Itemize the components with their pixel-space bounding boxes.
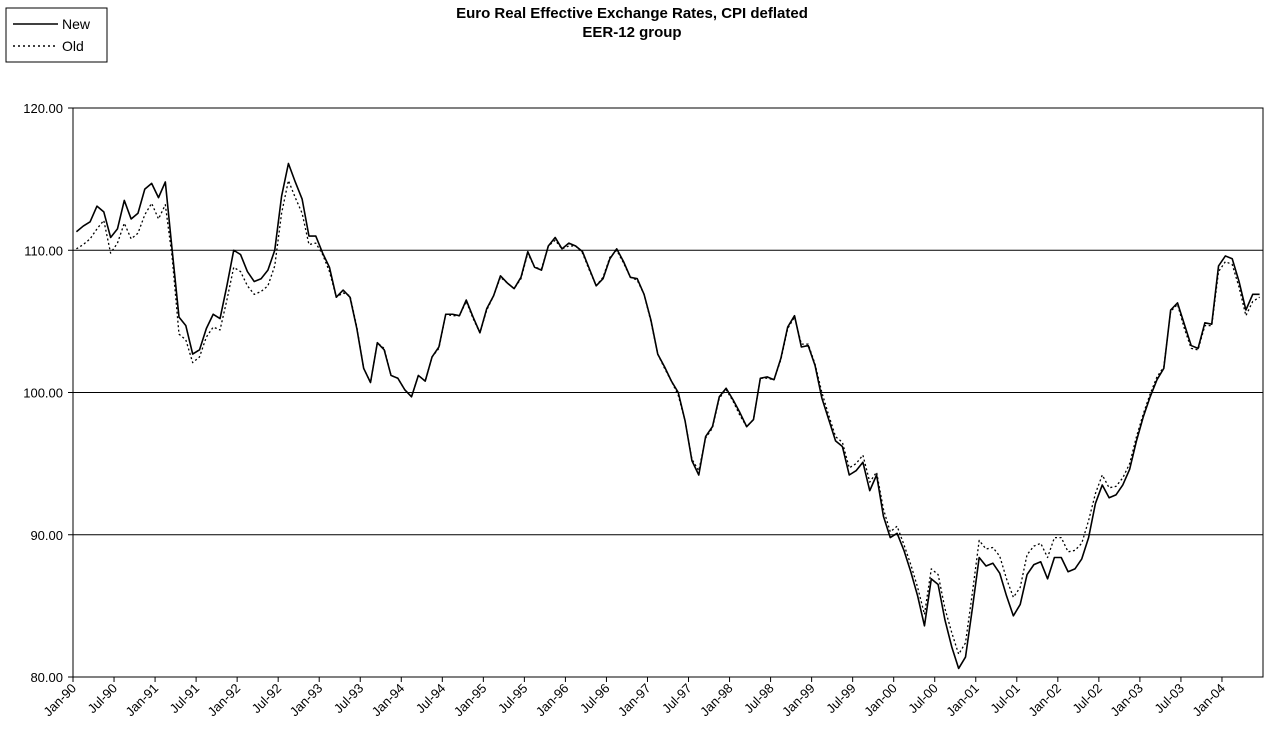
x-axis: Jan-90 Jul-90 Jan-91 Jul-91 Jan-92 Jul-92 Jan-… — [40, 677, 1228, 719]
x-tick-label: Jul-98 — [741, 681, 777, 717]
y-axis: 80.00 90.00 100.00 110.00 120.00 — [23, 101, 73, 685]
legend: New Old — [5, 7, 108, 63]
x-tick-label: Jan-04 — [1189, 681, 1228, 720]
x-tick-label: Jul-91 — [167, 681, 203, 717]
chart-subtitle: EER-12 group — [582, 24, 681, 41]
x-tick-label: Jul-00 — [905, 681, 941, 717]
x-tick-label: Jul-96 — [577, 681, 613, 717]
legend-new-label: New — [62, 16, 91, 32]
y-tick-label: 110.00 — [24, 243, 63, 258]
series-line-new — [75, 162, 1260, 670]
x-tick-label: Jan-02 — [1025, 681, 1064, 720]
y-tick-label: 100.00 — [23, 386, 63, 401]
x-tick-label: Jan-98 — [697, 681, 736, 720]
gridlines — [73, 249, 1263, 536]
series-group — [75, 162, 1260, 670]
x-tick-label: Jul-90 — [85, 681, 121, 717]
x-tick-label: Jul-03 — [1151, 681, 1187, 717]
x-tick-label: Jan-00 — [861, 681, 900, 720]
x-tick-label: Jan-95 — [451, 681, 490, 720]
x-tick-label: Jul-99 — [823, 681, 859, 717]
legend-box — [5, 7, 108, 63]
y-tick-label: 120.00 — [23, 101, 63, 116]
x-tick-label: Jan-92 — [205, 681, 244, 720]
x-tick-label: Jan-94 — [369, 681, 408, 720]
y-tick-label: 80.00 — [30, 670, 63, 685]
x-tick-label: Jul-94 — [413, 681, 449, 717]
x-tick-label: Jan-01 — [943, 681, 982, 720]
x-tick-label: Jan-90 — [40, 681, 79, 720]
x-tick-label: Jul-93 — [331, 681, 367, 717]
x-tick-label: Jul-97 — [659, 681, 695, 717]
x-tick-label: Jul-02 — [1069, 681, 1105, 717]
x-tick-label: Jan-03 — [1107, 681, 1146, 720]
legend-old-label: Old — [62, 38, 84, 54]
x-tick-label: Jan-91 — [122, 681, 161, 720]
x-tick-label: Jul-92 — [249, 681, 285, 717]
x-tick-label: Jan-96 — [533, 681, 572, 720]
x-tick-label: Jan-97 — [615, 681, 654, 720]
x-tick-label: Jul-95 — [495, 681, 531, 717]
chart-title: Euro Real Effective Exchange Rates, CPI … — [456, 5, 808, 22]
y-tick-label: 90.00 — [30, 528, 63, 543]
x-tick-label: Jan-99 — [779, 681, 818, 720]
x-tick-label: Jan-93 — [287, 681, 326, 720]
x-tick-label: Jul-01 — [987, 681, 1023, 717]
